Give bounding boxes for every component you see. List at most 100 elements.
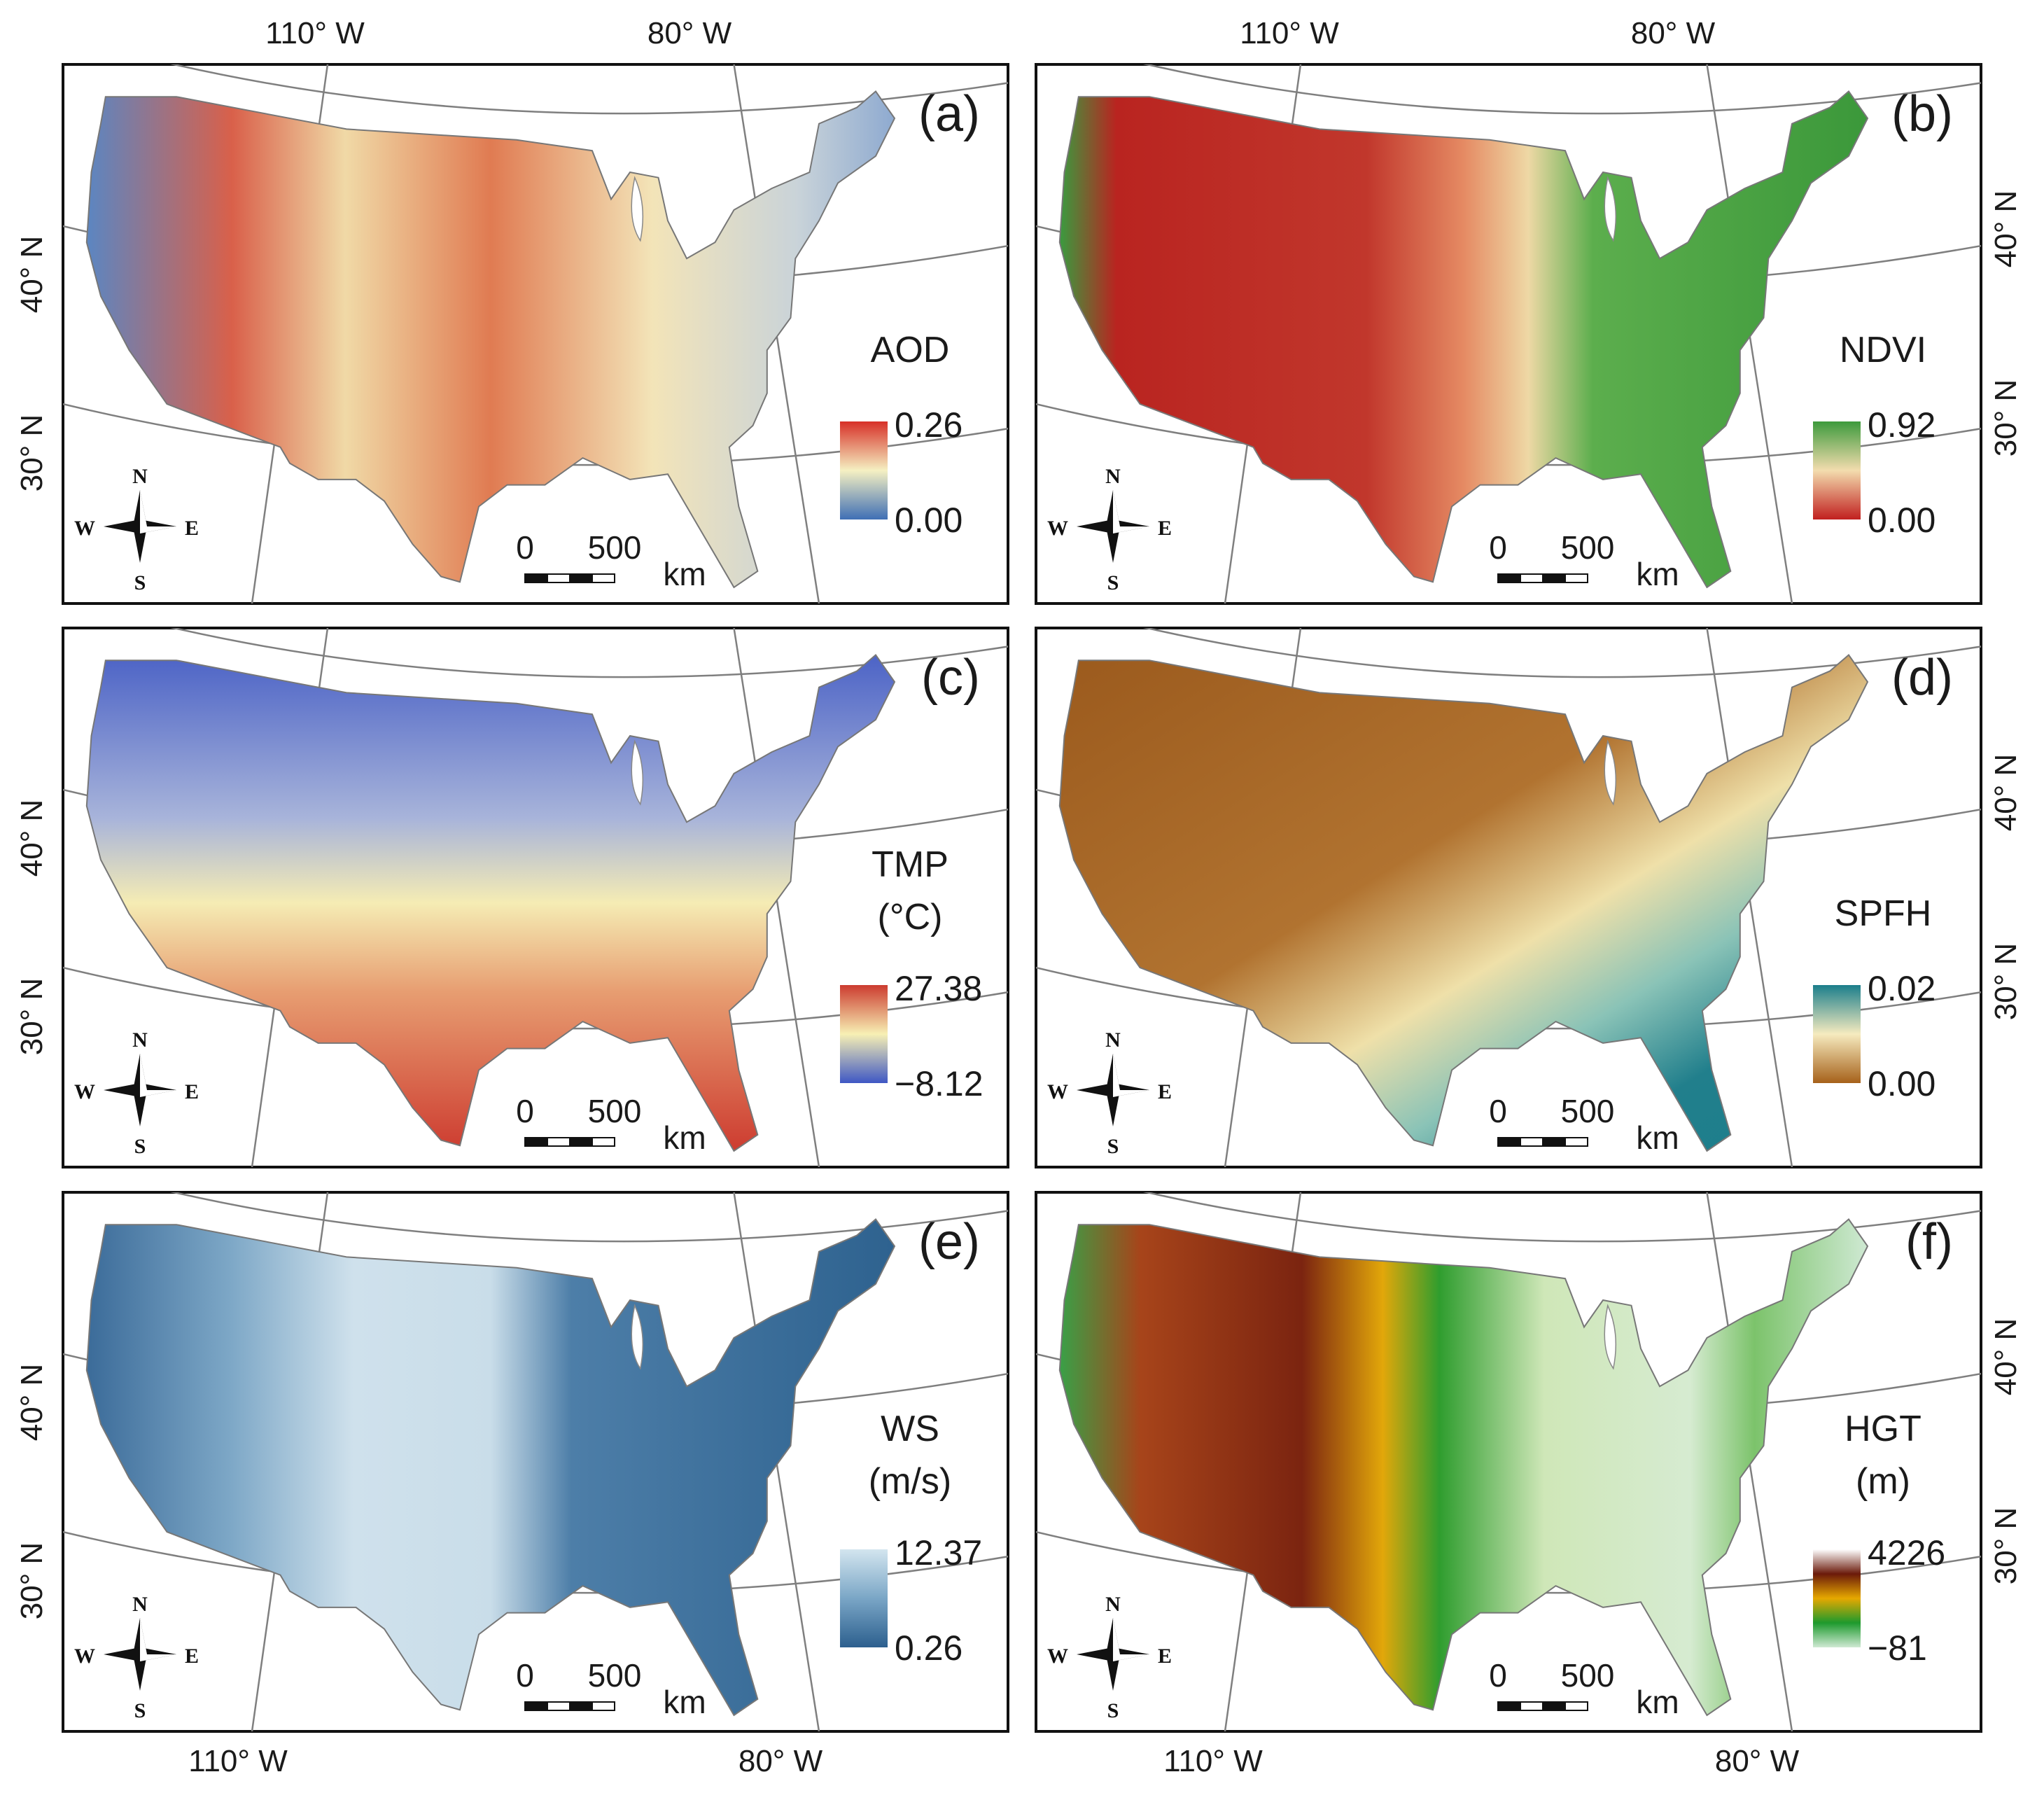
legend-title: TMP: [872, 844, 948, 885]
left-lat-label: 30° N: [15, 414, 49, 492]
scale-segment: [1542, 573, 1566, 583]
legend-min-label: −81: [1868, 1628, 1927, 1668]
panel-label: (b): [1891, 86, 1953, 142]
bottom-lon-label-left: 110° W: [188, 1744, 288, 1778]
legend-min-label: 0.26: [895, 1628, 962, 1668]
us-landmass-d: [1058, 654, 1869, 1152]
compass-w-label: W: [1047, 1080, 1068, 1103]
left-lat-label: 30° N: [15, 978, 49, 1056]
compass-n-label: N: [132, 1028, 148, 1052]
legend-unit: (m/s): [869, 1461, 951, 1502]
us-landmass-e: [85, 1218, 896, 1717]
great-lakes-icon: [1604, 1304, 1617, 1370]
us-landmass-c: [85, 654, 896, 1152]
panel-label: (f): [1905, 1214, 1953, 1270]
scale-segment: [1497, 1701, 1521, 1711]
scale-bar: 0 500 km: [1489, 1093, 1679, 1156]
legend-max-label: 12.37: [895, 1533, 982, 1572]
panel-label: (d): [1891, 650, 1953, 706]
compass-n-label: N: [132, 1593, 148, 1616]
left-lat-label: 40° N: [15, 800, 49, 877]
legend-color-ramp: [1813, 1549, 1861, 1647]
scale-segment: [569, 573, 593, 583]
left-lat-label: 30° N: [15, 1542, 49, 1620]
compass-rose-icon: N S E W: [74, 1593, 199, 1722]
scale-segment: [1564, 1701, 1588, 1711]
scale-segment: [592, 1701, 615, 1711]
parallel-line: [170, 64, 1008, 115]
compass-rose-icon: N S E W: [1047, 1593, 1172, 1722]
compass-n-label: N: [1105, 465, 1121, 488]
compass-n-label: N: [1105, 1028, 1121, 1052]
compass-s-label: S: [134, 1699, 146, 1722]
scale-bar: 0 500 km: [1489, 529, 1679, 592]
parallel-line: [170, 1192, 1008, 1243]
compass-w-label: W: [74, 517, 95, 540]
scale-segment: [592, 1137, 615, 1147]
legend-max-label: 0.02: [1868, 969, 1935, 1008]
parallel-line: [170, 628, 1008, 678]
great-lakes-icon: [1604, 176, 1617, 242]
scale-segment: [569, 1137, 593, 1147]
panel-f: (f) HGT (m) 4226 −81 N S E W 0 500 km: [1035, 1191, 1982, 1733]
parallel-line: [1143, 64, 1981, 115]
scale-bar: 0 500 km: [1489, 1657, 1679, 1720]
scale-segment: [1497, 1137, 1521, 1147]
right-lat-label: 30° N: [1989, 1507, 2023, 1585]
scale-segment: [524, 1137, 548, 1147]
scale-segment: [592, 573, 615, 583]
legend-unit: (°C): [878, 897, 943, 937]
scale-segment: [547, 1137, 570, 1147]
parallel-line: [1143, 628, 1981, 678]
scale-segment: [1542, 1137, 1566, 1147]
compass-w-label: W: [74, 1080, 95, 1103]
legend-min-label: 0.00: [1868, 1064, 1935, 1103]
compass-e-label: E: [185, 1645, 199, 1668]
legend-color-ramp: [1813, 421, 1861, 519]
scale-segment: [1520, 573, 1544, 583]
right-lat-label: 30° N: [1989, 379, 2023, 457]
scale-bar: 0 500 km: [516, 1657, 706, 1720]
legend-title: AOD: [871, 330, 950, 370]
great-lakes-icon: [631, 739, 644, 806]
scale-zero-label: 0: [516, 1093, 534, 1129]
parallel-line: [1143, 1192, 1981, 1243]
scale-max-label: 500: [588, 1657, 642, 1694]
great-lakes-icon: [631, 176, 644, 242]
compass-s-label: S: [1107, 1699, 1119, 1722]
legend-color-ramp: [1813, 985, 1861, 1083]
scale-segment: [1497, 573, 1521, 583]
scale-segment: [1520, 1137, 1544, 1147]
scale-unit-label: km: [1636, 556, 1679, 592]
bottom-lon-label-right: 80° W: [738, 1744, 823, 1778]
compass-s-label: S: [1107, 571, 1119, 594]
panel-label: (e): [918, 1214, 980, 1270]
compass-e-label: E: [185, 1080, 199, 1103]
scale-segment: [1520, 1701, 1544, 1711]
compass-s-label: S: [134, 1135, 146, 1158]
left-lat-label: 40° N: [15, 236, 49, 314]
legend-color-ramp: [840, 421, 888, 519]
scale-max-label: 500: [1561, 1093, 1615, 1129]
scale-segment: [569, 1701, 593, 1711]
right-lat-label: 40° N: [1989, 190, 2023, 268]
panel-c: (c) TMP (°C) 27.38 −8.12 N S E W 0 500 km: [62, 627, 1009, 1168]
scale-zero-label: 0: [516, 1657, 534, 1694]
scale-segment: [524, 573, 548, 583]
legend-color-ramp: [840, 1549, 888, 1647]
scale-segment: [524, 1701, 548, 1711]
scale-unit-label: km: [1636, 1119, 1679, 1156]
legend-max-label: 0.92: [1868, 405, 1935, 445]
top-lon-label-left-b: 110° W: [1240, 16, 1339, 50]
legend-title: SPFH: [1835, 893, 1932, 934]
scale-max-label: 500: [1561, 1657, 1615, 1694]
scale-zero-label: 0: [1489, 529, 1507, 566]
compass-e-label: E: [185, 517, 199, 540]
us-landmass-a: [85, 90, 896, 589]
compass-e-label: E: [1158, 1645, 1172, 1668]
bottom-lon-label-right-b: 80° W: [1715, 1744, 1800, 1778]
panel-e: (e) WS (m/s) 12.37 0.26 N S E W 0 500 km: [62, 1191, 1009, 1733]
compass-rose-icon: N S E W: [74, 465, 199, 594]
scale-zero-label: 0: [1489, 1093, 1507, 1129]
top-lon-label-right: 80° W: [648, 16, 732, 50]
